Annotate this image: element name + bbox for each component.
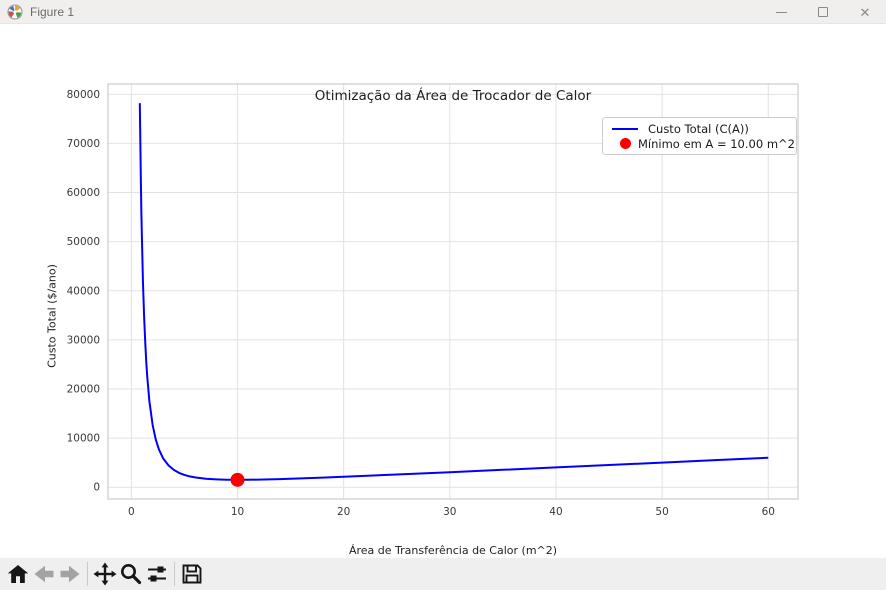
minimize-icon: [775, 11, 787, 13]
back-button[interactable]: [31, 561, 57, 587]
y-tick-label: 50000: [67, 236, 100, 248]
x-tick-label: 40: [549, 506, 562, 518]
maximize-icon: [818, 7, 828, 17]
maximize-button[interactable]: [802, 0, 844, 24]
zoom-button[interactable]: [118, 561, 144, 587]
y-tick-label: 20000: [67, 383, 100, 395]
matplotlib-logo-icon: [7, 3, 23, 20]
legend-entry-curve: Custo Total (C(A)): [612, 121, 788, 136]
y-tick-label: 40000: [67, 285, 100, 297]
home-icon: [7, 565, 29, 583]
back-arrow-icon: [34, 565, 54, 583]
forward-arrow-icon: [60, 565, 80, 583]
save-button[interactable]: [179, 561, 205, 587]
y-axis-label: Custo Total ($/ano): [45, 264, 59, 368]
toolbar-separator: [87, 562, 88, 586]
subplots-icon: [148, 566, 166, 582]
home-button[interactable]: [5, 561, 31, 587]
y-tick-label: 60000: [67, 187, 100, 199]
legend-line-swatch: [612, 127, 638, 130]
x-tick-label: 60: [762, 506, 775, 518]
y-tick-label: 10000: [67, 433, 100, 445]
legend-dot-swatch: [619, 138, 631, 149]
navigation-toolbar: [0, 558, 886, 590]
window-title: Figure 1: [30, 4, 75, 19]
legend: Custo Total (C(A)) Mínimo em A = 10.00 m…: [602, 117, 797, 155]
window-titlebar: Figure 1 ✕: [0, 0, 886, 24]
zoom-icon: [121, 564, 142, 585]
subplots-button[interactable]: [144, 561, 170, 587]
minimum-point-marker: [230, 472, 245, 487]
legend-label: Custo Total (C(A)): [648, 121, 749, 136]
axes-spines: [107, 83, 799, 500]
pan-button[interactable]: [92, 561, 118, 587]
cost-curve: [138, 103, 769, 481]
minimize-button[interactable]: [760, 0, 802, 24]
x-tick-label: 10: [231, 506, 244, 518]
x-tick-label: 50: [655, 506, 668, 518]
x-tick-label: 0: [128, 506, 135, 518]
chart-title: Otimização da Área de Trocador de Calor: [314, 88, 592, 104]
y-tick-label: 80000: [67, 89, 100, 101]
save-icon: [182, 564, 202, 584]
x-tick-label: 20: [337, 506, 350, 518]
figure-canvas[interactable]: 0 10 20 30 40 50 60 0 10000 20000 30000 40000 50000 6…: [0, 24, 886, 558]
x-tick-label: 30: [443, 506, 456, 518]
y-tick-label: 30000: [67, 334, 100, 346]
legend-label: Mínimo em A = 10.00 m^2: [638, 136, 795, 151]
x-axis-label: Área de Transferência de Calor (m^2): [348, 544, 558, 557]
forward-button[interactable]: [57, 561, 83, 587]
pan-icon: [93, 562, 117, 586]
plot-area[interactable]: 0 10 20 30 40 50 60 0 10000 20000 30000 40000 50000 6…: [0, 24, 886, 558]
y-tick-label: 70000: [67, 138, 100, 150]
close-icon: ✕: [859, 4, 871, 20]
close-button[interactable]: ✕: [844, 0, 886, 24]
legend-entry-minimum: Mínimo em A = 10.00 m^2: [612, 136, 795, 151]
y-tick-label: 0: [93, 482, 100, 494]
toolbar-separator: [174, 562, 175, 586]
